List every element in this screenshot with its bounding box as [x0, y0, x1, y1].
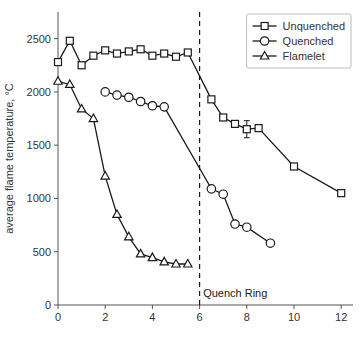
- legend-marker: [261, 23, 268, 30]
- y-tick: [54, 251, 58, 252]
- point: [208, 96, 215, 103]
- point: [102, 47, 109, 54]
- point: [89, 114, 97, 122]
- x-tick-label: 10: [288, 311, 300, 323]
- point: [243, 223, 251, 231]
- point: [232, 120, 239, 127]
- y-axis-line: [58, 12, 59, 305]
- y-tick-label: 2500: [27, 33, 51, 45]
- point: [266, 239, 274, 247]
- legend-marker: [260, 52, 268, 60]
- plot-area: [54, 12, 345, 305]
- annotation: Quench Ring: [203, 287, 267, 299]
- point: [173, 53, 180, 60]
- point: [184, 259, 192, 267]
- error-bar: [244, 121, 250, 138]
- point: [219, 190, 227, 198]
- legend-box: [247, 14, 351, 68]
- point: [291, 163, 298, 170]
- axes: 0 2 4 6 8 10 12 0 500 1000 1500 2000 2500: [27, 12, 353, 323]
- x-tick: [341, 305, 342, 309]
- point: [148, 253, 156, 261]
- x-tick: [246, 305, 247, 309]
- x-tick-label: 6: [197, 311, 203, 323]
- legend-label: Unquenched: [283, 20, 345, 32]
- legend: Unquenched Quenched Flamelet: [247, 14, 351, 68]
- point: [125, 232, 133, 240]
- point: [66, 37, 73, 44]
- legend-label: Flamelet: [283, 50, 325, 62]
- x-axis-line: [58, 305, 353, 306]
- point: [220, 114, 227, 121]
- series: [101, 88, 275, 248]
- point: [136, 97, 144, 105]
- point: [160, 257, 168, 265]
- point: [101, 172, 109, 180]
- point: [172, 259, 180, 267]
- x-tick-label: 4: [149, 311, 155, 323]
- point: [161, 50, 168, 57]
- point: [243, 126, 250, 133]
- point: [90, 52, 97, 59]
- point: [78, 62, 85, 69]
- x-tick: [152, 305, 153, 309]
- point: [137, 46, 144, 53]
- point: [184, 49, 191, 56]
- series-line: [58, 81, 188, 264]
- x-tick-label: 0: [55, 311, 61, 323]
- y-tick: [54, 145, 58, 146]
- y-tick-label: 1000: [27, 192, 51, 204]
- x-tick: [294, 305, 295, 309]
- point: [114, 50, 121, 57]
- legend-marker: [260, 37, 268, 45]
- series: [55, 37, 345, 196]
- y-tick: [54, 38, 58, 39]
- y-tick: [54, 198, 58, 199]
- y-axis-label: average flame temperature, °C: [3, 83, 15, 234]
- point: [101, 88, 109, 96]
- x-tick: [199, 305, 200, 309]
- series: [54, 77, 192, 267]
- y-tick-label: 500: [33, 246, 51, 258]
- point: [148, 102, 156, 110]
- series-line: [105, 92, 270, 243]
- point: [77, 104, 85, 112]
- point: [125, 93, 133, 101]
- y-tick-label: 1500: [27, 139, 51, 151]
- point: [207, 185, 215, 193]
- y-tick: [54, 91, 58, 92]
- point: [66, 80, 74, 88]
- point: [113, 91, 121, 99]
- x-tick-label: 12: [335, 311, 347, 323]
- y-tick-label: 2000: [27, 86, 51, 98]
- x-tick-label: 8: [244, 311, 250, 323]
- chart: 0 2 4 6 8 10 12 0 500 1000 1500 2000 2500 average fla…: [0, 0, 363, 337]
- x-tick: [105, 305, 106, 309]
- point: [255, 125, 262, 132]
- point: [125, 48, 132, 55]
- x-tick-label: 2: [102, 311, 108, 323]
- y-tick-label: 0: [45, 299, 51, 311]
- point: [160, 103, 168, 111]
- point: [338, 190, 345, 197]
- point: [54, 77, 62, 85]
- y-tick: [54, 305, 58, 306]
- point: [55, 59, 62, 66]
- point: [136, 249, 144, 257]
- legend-label: Quenched: [283, 35, 334, 47]
- point: [113, 210, 121, 218]
- point: [231, 220, 239, 228]
- point: [149, 52, 156, 59]
- reference-line: [199, 12, 200, 305]
- x-tick: [58, 305, 59, 309]
